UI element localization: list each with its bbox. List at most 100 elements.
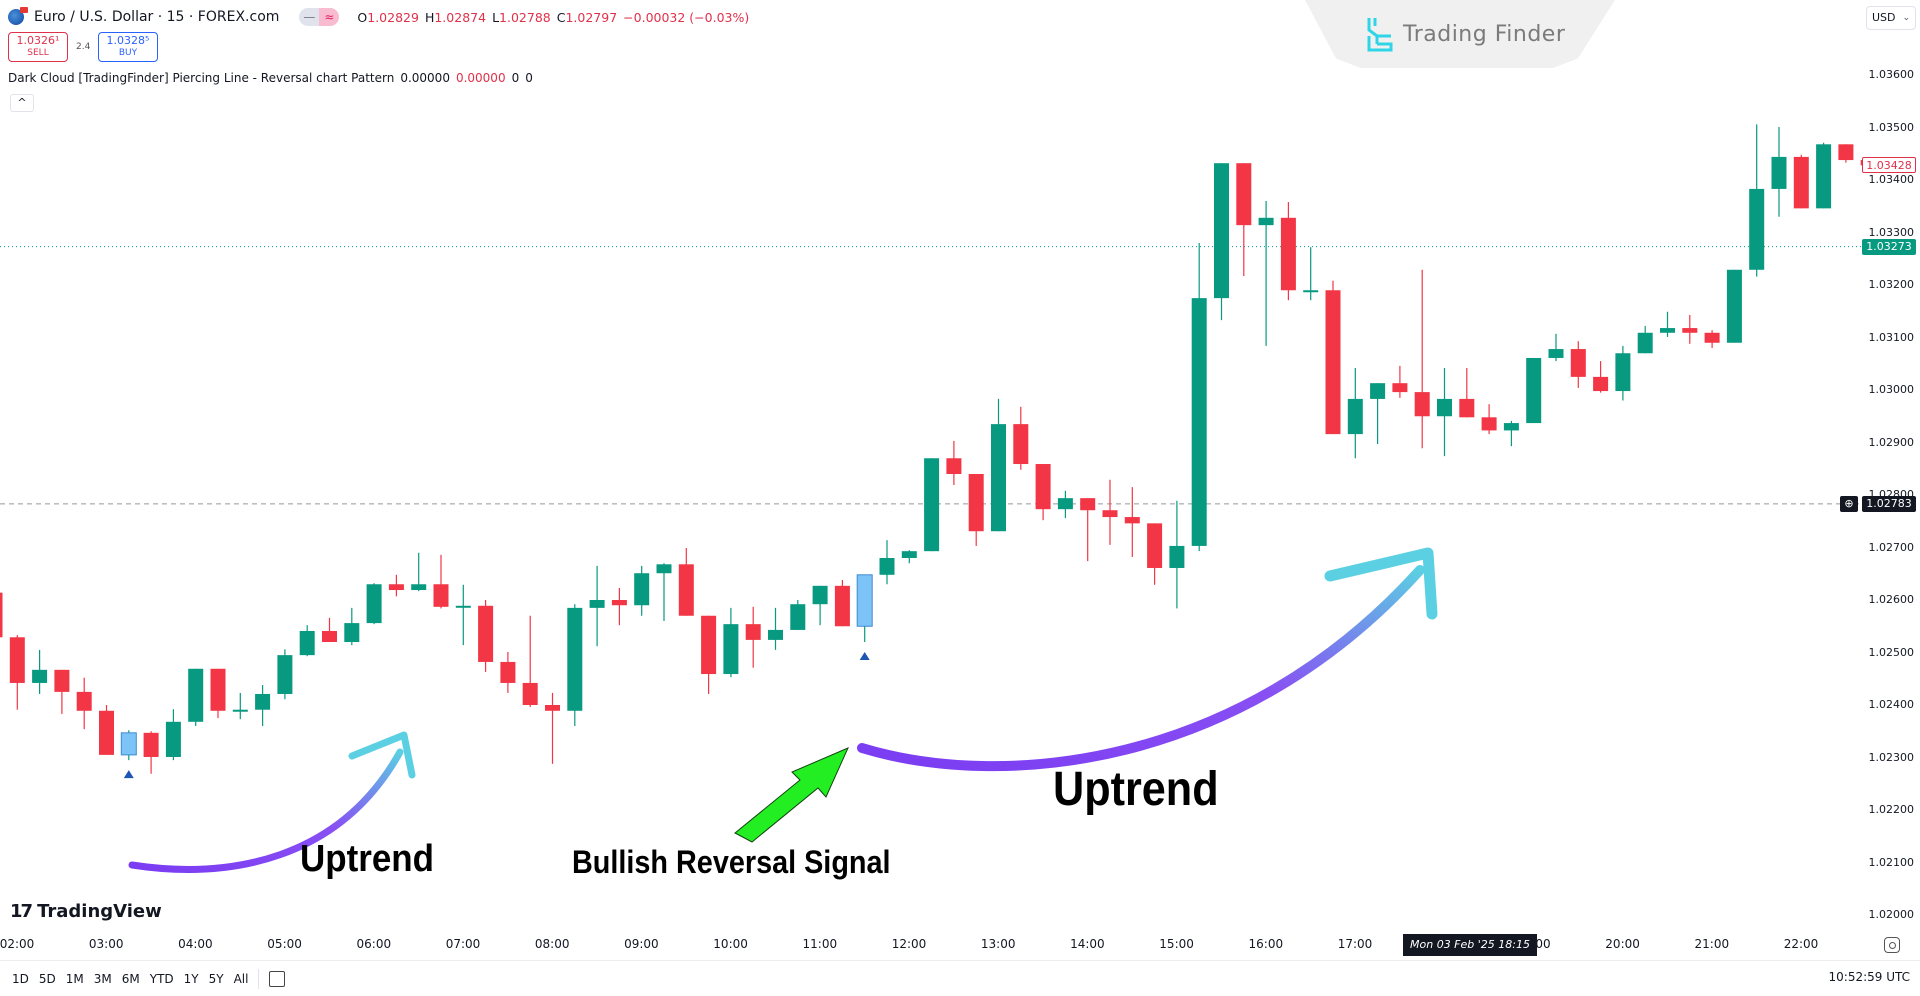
open-label: O xyxy=(357,9,368,25)
chart-mode-pill[interactable]: — ≈ xyxy=(299,8,340,26)
candle xyxy=(1437,367,1452,457)
candle xyxy=(1392,365,1408,398)
candle xyxy=(723,607,739,678)
date-range-bar: 1D 5D 1M 3M 6M YTD 1Y 5Y All xyxy=(0,960,1920,996)
candle xyxy=(567,604,583,726)
candle xyxy=(433,554,449,609)
range-ytd[interactable]: YTD xyxy=(149,971,174,986)
settings-gear-icon[interactable] xyxy=(1884,937,1900,953)
utc-clock[interactable]: 10:52:59 UTC xyxy=(1828,970,1911,984)
price-tick-label: 1.03100 xyxy=(1868,330,1915,344)
add-alert-plus-icon[interactable]: ⊕ xyxy=(1840,495,1858,512)
close-value: 1.02797 xyxy=(565,9,618,25)
divider xyxy=(258,968,260,989)
candle xyxy=(589,565,605,647)
signal-triangle-icon xyxy=(859,652,870,660)
time-tick-label: 16:00 xyxy=(1248,937,1284,951)
currency-select[interactable]: USD ⌄ xyxy=(1866,6,1916,30)
bullish-signal-arrow-icon xyxy=(734,747,849,843)
eurusd-flag-icon xyxy=(8,7,28,25)
symbol-header: Euro / U.S. Dollar · 15 · FOREX.com — ≈ … xyxy=(8,6,749,28)
candle xyxy=(388,574,404,597)
candle xyxy=(790,600,806,630)
indicator-legend[interactable]: Dark Cloud [TradingFinder] Piercing Line… xyxy=(8,71,533,85)
candle xyxy=(344,607,360,646)
last-price-badge: 1.03428 xyxy=(1862,157,1916,174)
candle xyxy=(210,668,226,719)
candle xyxy=(455,584,471,646)
candle xyxy=(1459,367,1475,418)
candle xyxy=(255,685,271,726)
trade-buttons: 1.0326¹ SELL 2.4 1.0328⁵ BUY xyxy=(8,32,158,62)
candle xyxy=(232,692,248,720)
approx-icon[interactable]: ≈ xyxy=(319,8,340,26)
price-tick-label: 1.02000 xyxy=(1868,908,1915,921)
candle xyxy=(1526,357,1542,424)
uptrend-label-right: Uptrend xyxy=(1053,763,1219,816)
time-tick-label: 07:00 xyxy=(445,937,481,951)
arrowhead-icon xyxy=(348,731,416,779)
range-1y[interactable]: 1Y xyxy=(183,971,199,986)
buy-button[interactable]: 1.0328⁵ BUY xyxy=(98,32,158,62)
uptrend-arrow-left xyxy=(128,748,404,873)
range-all[interactable]: All xyxy=(233,971,249,986)
candle xyxy=(1749,124,1765,277)
minus-icon[interactable]: — xyxy=(299,8,320,26)
range-1d[interactable]: 1D xyxy=(12,971,29,986)
range-6m[interactable]: 6M xyxy=(121,971,140,986)
candle xyxy=(1080,498,1096,562)
price-tick-label: 1.03600 xyxy=(1868,68,1915,81)
candle xyxy=(1503,420,1519,447)
range-3m[interactable]: 3M xyxy=(93,971,112,986)
candle xyxy=(165,709,181,761)
candle xyxy=(1481,404,1497,435)
candle xyxy=(1280,202,1296,301)
range-5d[interactable]: 5D xyxy=(38,971,56,986)
candle xyxy=(1347,367,1363,459)
spread-value: 2.4 xyxy=(76,42,91,52)
go-to-date-calendar-icon[interactable] xyxy=(269,970,286,987)
time-tick-label: 04:00 xyxy=(178,937,213,951)
high-label: H xyxy=(424,9,435,25)
trading-finder-logo-icon xyxy=(1367,18,1393,52)
tradingview-logo[interactable]: 17 TradingView xyxy=(10,901,162,922)
candle xyxy=(366,583,382,625)
price-tick-label: 1.02700 xyxy=(1868,540,1915,554)
candle xyxy=(1214,163,1229,321)
candle xyxy=(656,563,672,621)
candle xyxy=(1793,154,1809,209)
candle xyxy=(678,548,694,616)
time-tick-label: 03:00 xyxy=(88,937,124,951)
time-tick-label: 08:00 xyxy=(534,937,570,951)
price-tick-label: 1.02100 xyxy=(1868,855,1915,869)
candle xyxy=(277,649,293,700)
candle xyxy=(924,458,940,552)
candle xyxy=(1147,523,1163,585)
low-value: 1.02788 xyxy=(499,9,551,25)
indicator-name[interactable]: Dark Cloud [TradingFinder] Piercing Line… xyxy=(8,71,395,85)
candle xyxy=(0,592,3,638)
candle xyxy=(1236,163,1252,277)
range-1m[interactable]: 1M xyxy=(65,971,84,986)
crosshair-time-tooltip: Mon 03 Feb '25 18:15 xyxy=(1403,934,1537,956)
candle xyxy=(1771,126,1787,217)
candle xyxy=(1169,500,1185,609)
candle xyxy=(611,587,627,626)
candlestick-chart[interactable] xyxy=(0,0,1920,960)
candle xyxy=(478,600,494,672)
range-5y[interactable]: 5Y xyxy=(208,971,224,986)
price-tick-label: 1.03400 xyxy=(1868,173,1915,186)
level-price-badge: 1.03273 xyxy=(1862,238,1916,255)
candle xyxy=(879,540,895,585)
tradingview-text: TradingView xyxy=(37,901,162,922)
sell-button[interactable]: 1.0326¹ SELL xyxy=(8,32,68,62)
candle xyxy=(1637,325,1653,354)
candle xyxy=(1303,247,1319,301)
time-tick-label: 12:00 xyxy=(891,937,927,951)
symbol-title[interactable]: Euro / U.S. Dollar · 15 · FOREX.com xyxy=(34,9,280,25)
time-tick-label: 09:00 xyxy=(624,937,659,951)
collapse-legend-button[interactable]: ^ xyxy=(10,94,34,112)
candle xyxy=(1057,490,1073,519)
tradingview-mark-icon: 17 xyxy=(10,901,33,922)
candle xyxy=(54,669,70,714)
